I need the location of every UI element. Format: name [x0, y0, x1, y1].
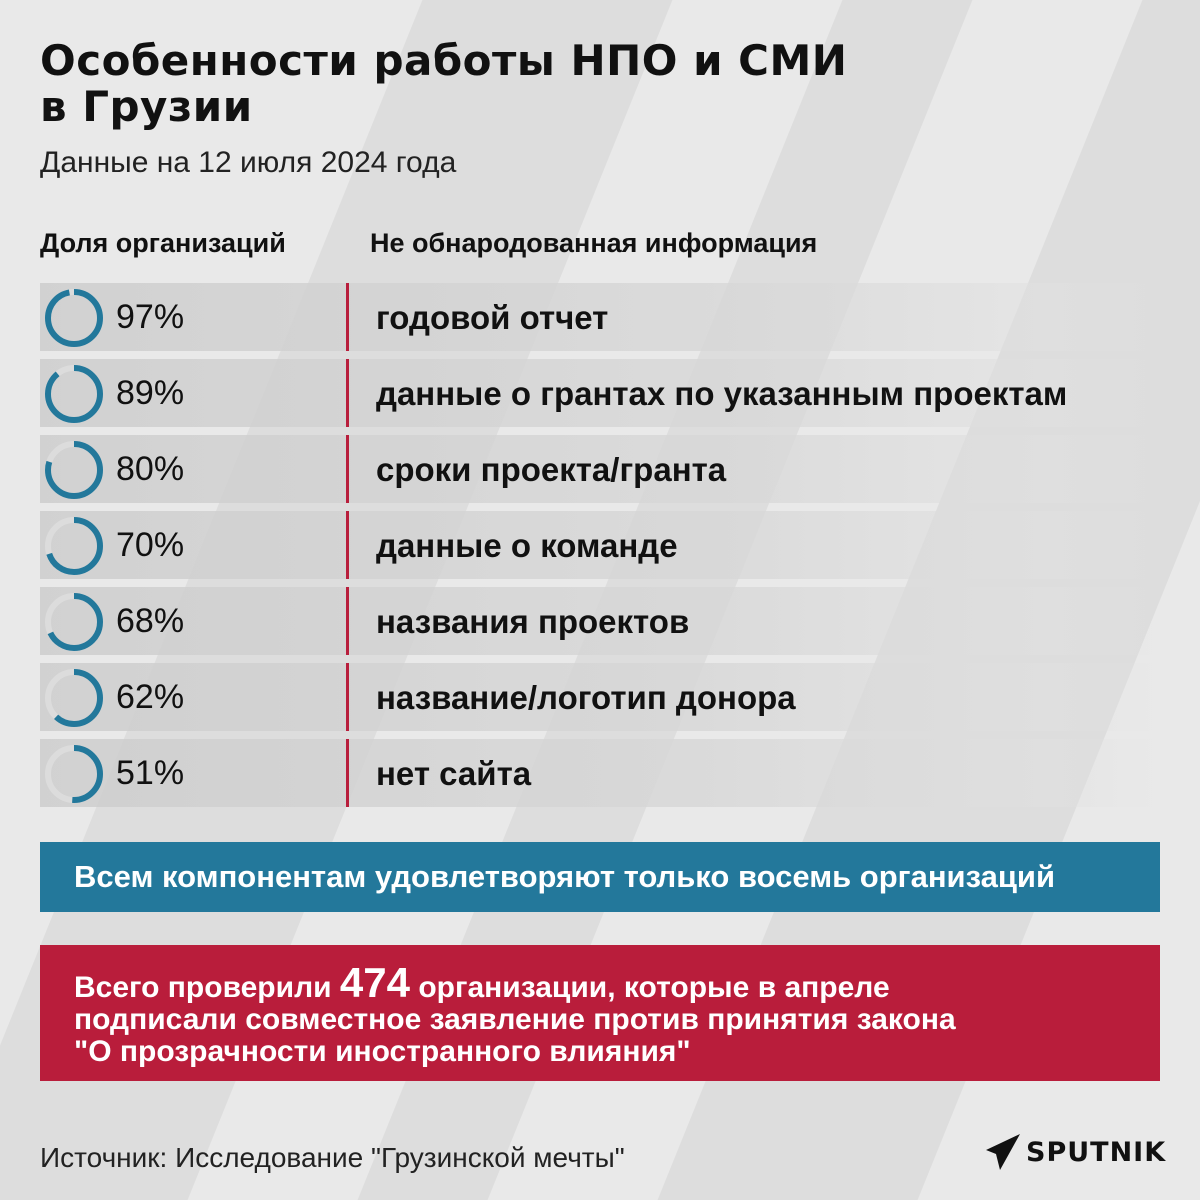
table-row: 68% названия проектов	[40, 587, 1160, 655]
row-divider	[346, 511, 349, 579]
sputnik-logo: SPUTNIK	[984, 1132, 1166, 1172]
row-divider	[346, 283, 349, 351]
table-row: 89% данные о грантах по указанным проекта…	[40, 359, 1160, 427]
banner-red-line-3: "О прозрачности иностранного влияния"	[74, 1035, 691, 1068]
undisclosed-info-label: нет сайта	[376, 755, 532, 792]
banner-red-prefix: Всего проверили	[74, 971, 340, 1004]
donut-ring-icon	[45, 441, 103, 499]
banner-red-suffix: организации, которые в апреле	[409, 971, 890, 1004]
title-line-2: в Грузии	[40, 82, 253, 131]
row-divider	[346, 435, 349, 503]
undisclosed-info-label: названия проектов	[376, 603, 690, 640]
undisclosed-info-label: данные о команде	[376, 527, 678, 564]
column-header-share: Доля организаций	[40, 228, 286, 258]
share-percent: 97%	[116, 298, 185, 336]
logo-text: SPUTNIK	[1026, 1136, 1167, 1168]
table-row: 51% нет сайта	[40, 739, 1160, 807]
table-row: 62% название/логотип донора	[40, 663, 1160, 731]
donut-ring-icon	[45, 669, 103, 727]
total-count: 474	[339, 959, 410, 1006]
donut-ring-icon	[45, 745, 103, 803]
share-percent: 51%	[116, 754, 185, 792]
title-line-1: Особенности работы НПО и СМИ	[40, 36, 848, 85]
share-percent: 80%	[116, 450, 185, 488]
page-subtitle: Данные на 12 июля 2024 года	[40, 146, 457, 179]
banner-red-line-2: подписали совместное заявление против пр…	[74, 1003, 956, 1036]
sputnik-arrow-icon	[986, 1134, 1020, 1170]
undisclosed-info-label: данные о грантах по указанным проектам	[376, 375, 1068, 412]
donut-ring-icon	[45, 365, 103, 423]
highlight-banner-blue: Всем компонентам удовлетворяют только во…	[40, 842, 1160, 912]
share-percent: 62%	[116, 678, 185, 716]
column-header-info: Не обнародованная информация	[370, 228, 818, 258]
donut-ring-icon	[45, 517, 103, 575]
donut-ring-icon	[45, 289, 103, 347]
row-divider	[346, 587, 349, 655]
highlight-banner-red: Всего проверили 474 организации, которые…	[40, 945, 1160, 1081]
undisclosed-info-label: годовой отчет	[376, 299, 609, 336]
undisclosed-info-label: название/логотип донора	[376, 679, 796, 716]
row-divider	[346, 663, 349, 731]
donut-ring-icon	[45, 593, 103, 651]
share-percent: 89%	[116, 374, 185, 412]
table-row: 97% годовой отчет	[40, 283, 1160, 351]
table-row: 80% сроки проекта/гранта	[40, 435, 1160, 503]
share-percent: 68%	[116, 602, 185, 640]
source-note: Источник: Исследование "Грузинской мечты…	[40, 1142, 625, 1173]
banner-red-line-1: Всего проверили 474 организации, которые…	[74, 962, 1126, 1004]
page-title: Особенности работы НПО и СМИ в Грузии	[40, 38, 1040, 130]
row-divider	[346, 739, 349, 807]
table-row: 70% данные о команде	[40, 511, 1160, 579]
row-divider	[346, 359, 349, 427]
share-percent: 70%	[116, 526, 185, 564]
undisclosed-info-label: сроки проекта/гранта	[376, 451, 727, 488]
data-table: 97% годовой отчет 89% данные о грантах по у…	[40, 283, 1160, 815]
